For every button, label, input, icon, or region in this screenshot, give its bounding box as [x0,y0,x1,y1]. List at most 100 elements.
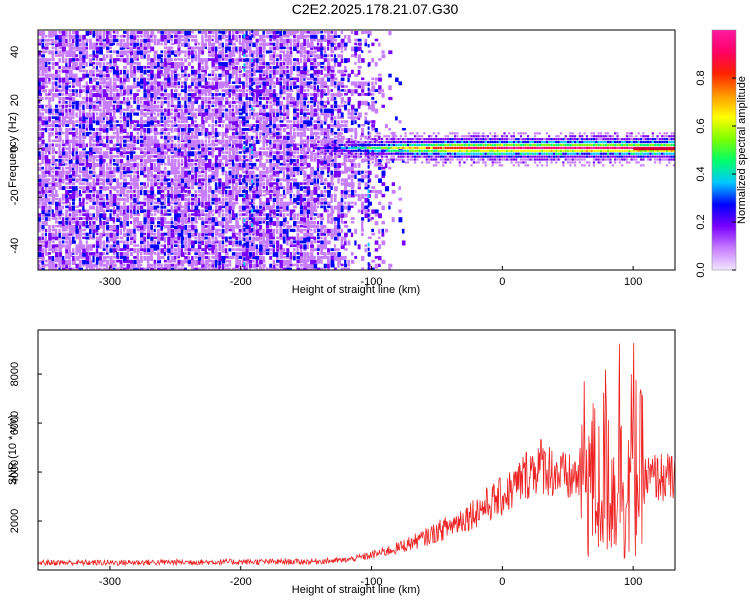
spectrogram-cell [68,209,72,212]
spectrogram-cell [48,197,51,202]
spectrogram-cell [72,85,75,88]
spectrogram-cell [238,174,243,178]
spectrogram-cell [106,65,109,70]
spectrogram-cell [191,205,194,210]
spectrogram-cell [146,170,151,175]
spectrogram-cell [85,201,89,205]
spectrogram-cell [238,116,243,119]
spectrogram-cell [187,116,192,121]
spectrogram-cell [68,197,73,201]
spectrogram-cell [323,50,327,54]
spectrogram-cell [48,96,52,102]
spectrogram-cell [157,201,161,205]
spectrogram-cell [269,147,273,152]
spectrogram-cell [72,62,77,67]
spectrogram-cell [51,34,55,38]
spectrogram-cell [201,77,204,82]
spectrogram-cell [68,193,73,200]
spectrogram-cell [150,100,153,106]
spectrogram-cell [48,162,51,168]
spectrogram-cell [95,65,99,70]
spectrogram-cell [68,224,73,230]
spectrogram-cell [296,69,300,73]
spectrogram-cell [238,147,243,150]
spectrogram-cell [340,178,345,182]
spectrogram-cell [61,46,66,52]
spectrogram-cell [299,170,303,175]
spectrogram-cell [112,147,117,151]
spectrogram-cell [289,69,293,75]
spectrogram-cell [75,135,79,139]
spectrogram-cell [293,155,296,159]
spectrogram-cell [65,38,68,44]
spectrogram-cell [55,108,59,113]
spectrogram-cell [38,85,42,91]
spectrogram-cell [143,42,147,47]
spectrogram-cell [211,162,216,167]
spectrogram-cell [140,190,143,196]
spectrogram-cell [61,259,66,265]
spectrogram-cell [259,50,262,55]
spectrogram-cell [112,104,116,110]
spectrogram-cell [191,50,194,56]
spectrogram-cell [218,50,223,55]
spectrogram-cell [340,42,345,48]
spectrogram-cell [218,182,222,187]
spectrogram-cell [44,155,49,160]
spectrogram-cell [140,232,144,238]
spectrogram-cell [170,73,174,78]
spectrogram-cell [184,232,188,236]
spectrogram-cell [201,255,204,260]
spectrogram-cell [255,58,259,63]
spectrogram-cell [126,240,129,244]
spectrogram-cell [228,248,232,252]
spectrogram-cell [126,162,131,166]
spectrogram-cell [180,186,185,192]
spectrogram-cell [238,124,242,130]
spectrogram-cell [150,252,153,257]
spectrogram-cell [252,190,256,194]
spectrogram-cell [68,143,71,149]
spectrogram-cell [184,77,189,81]
spectrogram-cell [316,259,321,264]
spectrogram-cell [44,93,49,97]
spectrogram-cell [221,209,225,213]
spectrogram-cell [126,170,131,174]
spectrogram-cell [129,73,134,78]
spectrogram-cell [140,205,144,210]
spectrogram-cell [72,190,76,195]
spectrogram-cell [286,112,290,117]
spectrogram-cell [337,232,342,237]
spectrogram-cell [204,267,208,270]
spectrogram-cell [157,267,162,270]
spectrogram-cell [333,30,338,36]
spectrogram-cell [119,205,124,210]
spectrogram-cell [221,30,226,35]
spectrogram-cell [252,54,255,60]
spectrogram-cell [242,182,245,186]
spectrogram-cell [333,166,338,171]
spectrogram-cell [259,259,263,265]
spectrogram-cell [248,135,253,140]
spectrogram-cell [95,228,99,233]
spectrogram-cell [197,89,202,94]
spectrogram-cell [48,100,51,105]
spectrogram-cell [38,93,43,97]
spectrogram-cell [245,85,249,88]
spectrogram-cell [58,93,62,96]
spectrogram-cell [214,58,219,63]
spectrogram-cell [259,201,264,206]
spectrogram-cell [299,228,304,234]
spectrogram-cell [337,135,340,141]
spectrogram-cell [106,252,109,255]
spectrogram-cell [146,139,150,144]
spectrogram-cell [163,143,167,149]
spectrogram-cell [75,112,78,118]
spectrogram-cell [170,263,174,267]
spectrogram-cell [102,228,105,234]
spectrogram-cell [48,50,53,55]
spectrogram-cell [235,108,240,113]
spectrogram-cell [61,38,65,43]
spectrogram-cell [146,197,151,203]
spectrogram-cell [174,34,179,38]
